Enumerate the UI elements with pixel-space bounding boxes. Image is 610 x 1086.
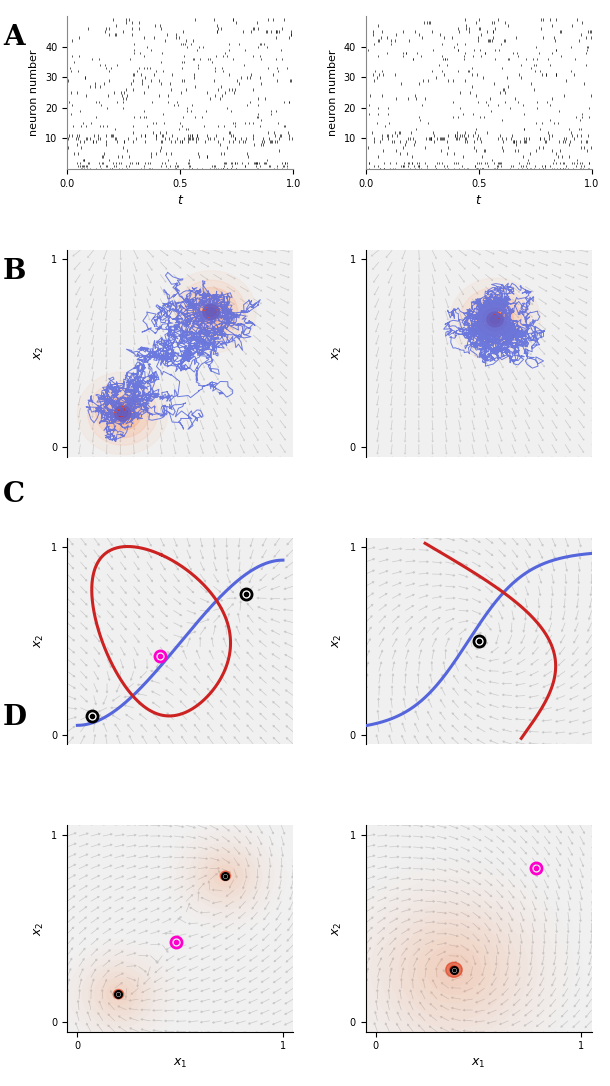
Circle shape: [88, 381, 157, 445]
Text: D: D: [3, 704, 27, 731]
Circle shape: [193, 295, 229, 329]
Circle shape: [219, 870, 232, 882]
Circle shape: [203, 304, 219, 319]
Circle shape: [166, 270, 256, 353]
Circle shape: [112, 988, 124, 1000]
Circle shape: [77, 372, 168, 455]
Circle shape: [483, 308, 508, 331]
Text: B: B: [3, 258, 26, 286]
Circle shape: [460, 288, 530, 352]
Y-axis label: $x_2$: $x_2$: [32, 921, 46, 936]
Circle shape: [199, 301, 223, 324]
Circle shape: [184, 288, 238, 337]
Circle shape: [436, 952, 473, 987]
Circle shape: [476, 303, 514, 337]
Circle shape: [468, 295, 522, 344]
Circle shape: [204, 305, 218, 318]
Circle shape: [450, 965, 458, 973]
Text: C: C: [3, 481, 25, 508]
Circle shape: [110, 402, 135, 425]
Circle shape: [106, 983, 131, 1006]
Y-axis label: neuron number: neuron number: [328, 49, 338, 136]
Y-axis label: $x_2$: $x_2$: [331, 346, 344, 361]
Circle shape: [104, 396, 141, 430]
Circle shape: [446, 962, 462, 977]
Y-axis label: $x_2$: $x_2$: [331, 634, 344, 648]
Y-axis label: $x_2$: $x_2$: [32, 346, 46, 361]
Circle shape: [115, 406, 131, 421]
X-axis label: $t$: $t$: [176, 194, 184, 207]
Y-axis label: neuron number: neuron number: [29, 49, 40, 136]
X-axis label: $x_1$: $x_1$: [173, 1057, 187, 1070]
Circle shape: [116, 992, 121, 997]
Circle shape: [490, 315, 500, 324]
Circle shape: [488, 313, 502, 326]
Circle shape: [206, 307, 216, 317]
Circle shape: [176, 280, 246, 344]
Y-axis label: $x_2$: $x_2$: [331, 921, 344, 936]
Circle shape: [96, 389, 149, 438]
Circle shape: [113, 989, 124, 999]
Text: A: A: [3, 24, 24, 51]
Circle shape: [213, 864, 238, 887]
Y-axis label: $x_2$: $x_2$: [32, 634, 46, 648]
X-axis label: $t$: $t$: [475, 194, 483, 207]
Circle shape: [223, 873, 228, 879]
Circle shape: [118, 408, 127, 418]
Circle shape: [487, 312, 503, 327]
Circle shape: [115, 407, 130, 420]
Circle shape: [220, 871, 231, 881]
Circle shape: [445, 961, 463, 978]
X-axis label: $x_1$: $x_1$: [472, 1057, 486, 1070]
Circle shape: [450, 278, 540, 361]
